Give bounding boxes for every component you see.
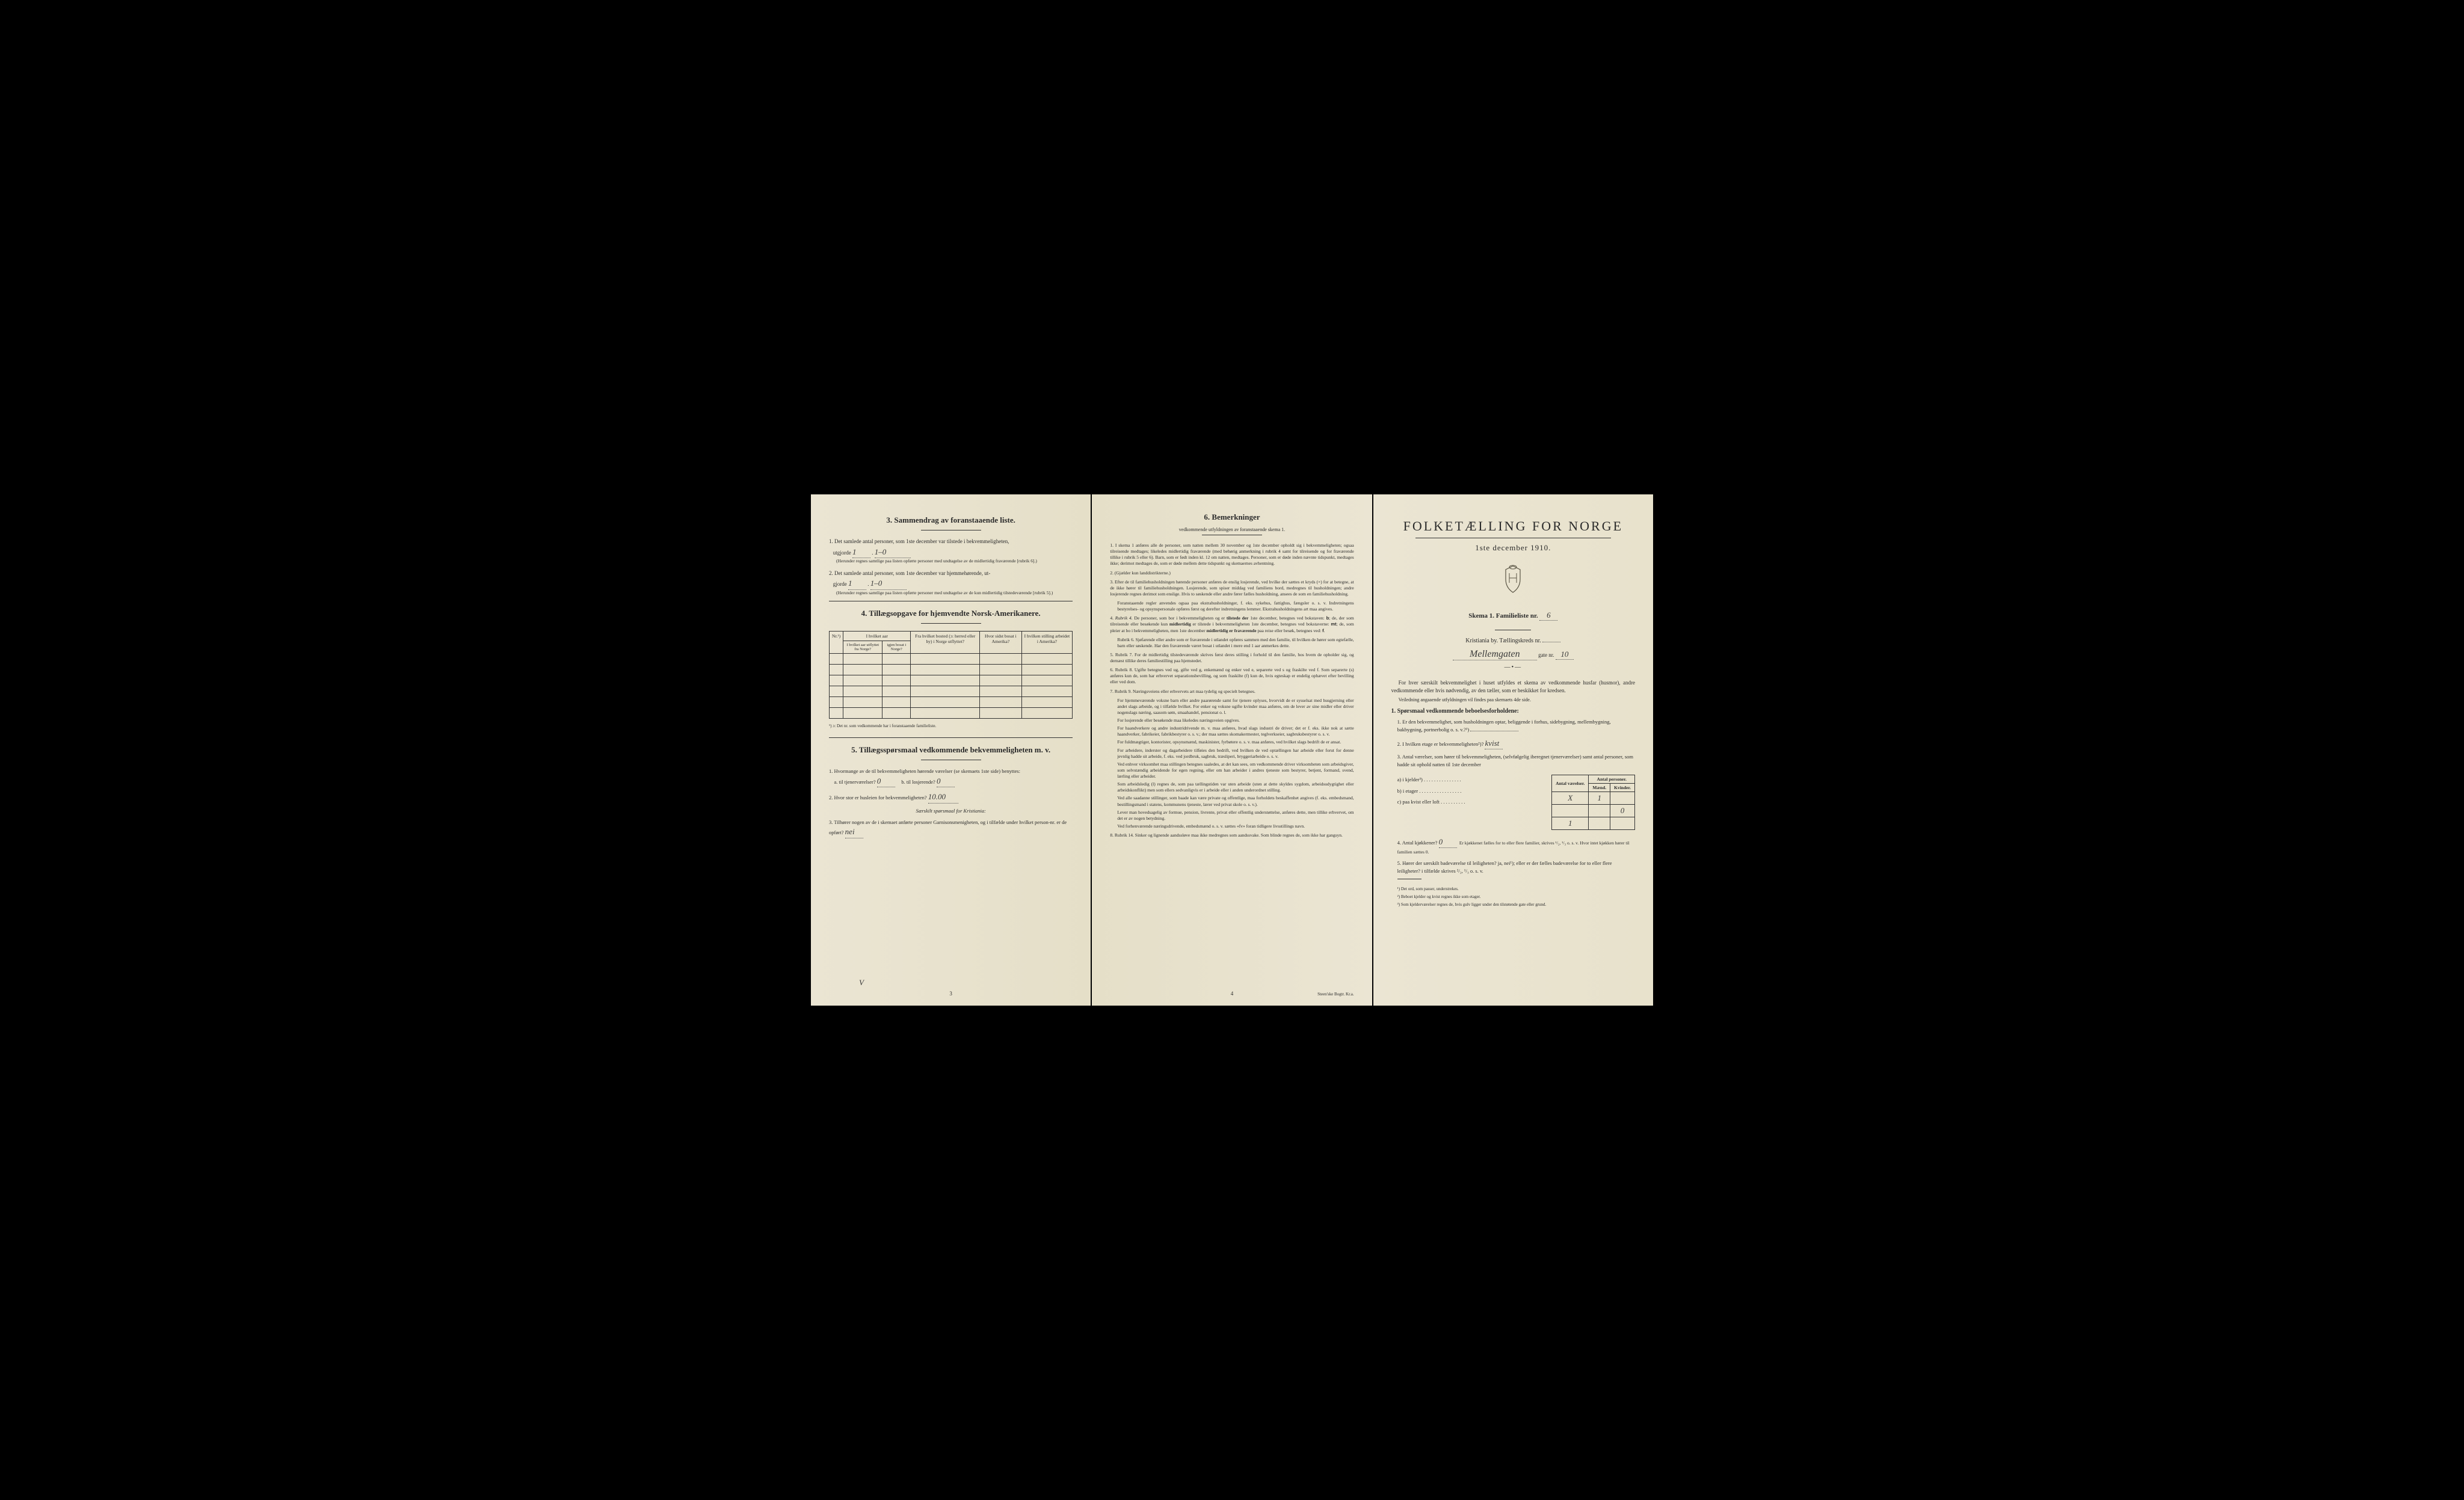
street-line: Mellemgaten gate nr. 10 [1391,649,1635,660]
questions-title: 1. Spørsmaal vedkommende beboelsesforhol… [1391,708,1635,715]
remark-7e: For arbeidere, inderster og dagarbeidere… [1117,748,1354,760]
remark-5: 5. Rubrik 7. For de midlertidig tilstede… [1110,652,1354,664]
ornament-icon: ―•― [1391,664,1635,671]
sec3-item1: 1. Det samlede antal personer, som 1ste … [829,538,1073,565]
remark-3-extra: Foranstaaende regler anvendes ogsaa paa … [1117,600,1354,612]
footnote-2: ²) Beboet kjelder og kvist regnes ikke s… [1397,894,1635,900]
remark-7c: For haandverkere og andre industridriven… [1117,725,1354,737]
sec4-footnote: ¹) ɔ: Det nr. som vedkommende har i fora… [829,724,1073,729]
panel-page-4: 6. Bemerkninger vedkommende utfyldningen… [1092,494,1372,1006]
remark-7f: Ved enhver virksomhet maa stillingen bet… [1117,761,1354,779]
footnote-3: ³) Som kjelderværelser regnes de, hvis g… [1397,902,1635,908]
page-number-4: 4 [1231,991,1234,997]
remark-4: 4. Rubrik 4. Rubrik 4. De personer, som … [1110,615,1354,633]
page-number-3: 3 [949,991,952,997]
section-3-title: 3. Sammendrag av foranstaaende liste. [829,515,1073,525]
section-6-title: 6. Bemerkninger [1110,512,1354,522]
q4: 4. Antal kjøkkener? 0 Er kjøkkenet fælle… [1397,836,1635,856]
section-6-subtitle: vedkommende utfyldningen av foranstaaend… [1110,527,1354,532]
panel-title-page: FOLKETÆLLING FOR NORGE 1ste december 191… [1373,494,1653,1006]
sec5-q1: 1. Hvormange av de til bekvemmeligheten … [829,767,1073,787]
remark-7h: Ved alle saadanne stillinger, som baade … [1117,795,1354,807]
intro-text: For hver særskilt bekvemmelighet i huset… [1391,679,1635,694]
remark-7a: For hjemmeværende voksne barn eller andr… [1117,698,1354,716]
document-title: FOLKETÆLLING FOR NORGE [1391,518,1635,534]
document-date: 1ste december 1910. [1391,543,1635,553]
remark-7i: Lever man hovedsagelig av formue, pensio… [1117,810,1354,822]
intro-note: Veiledning angaaende utfyldningen vil fi… [1399,696,1635,703]
printer-credit: Steen'ske Bogtr. Kr.a. [1317,992,1354,997]
sec5-q2: 2. Hvor stor er husleien for bekvemmelig… [829,791,1073,804]
remark-3: 3. Efter de til familiehusholdningen hør… [1110,579,1354,597]
checkmark: V [859,978,864,988]
remark-7j: Ved forhenværende næringsdrivende, embed… [1117,823,1354,829]
city-line: Kristiania by. Tællingskreds nr. [1391,638,1635,644]
q3b: b) i etager . . . . . . . . . . . . . . … [1397,787,1547,795]
remark-7: 7. Rubrik 9. Næringsveiens eller erhverv… [1110,689,1354,695]
remark-6: 6. Rubrik 8. Ugifte betegnes ved ug, gif… [1110,667,1354,685]
rooms-persons-table: Antal værelser. Antal personer. Mænd. Kv… [1551,775,1635,830]
footnote-1: ¹) Det ord, som passer, understrekes. [1397,887,1635,892]
panel-page-3: 3. Sammendrag av foranstaaende liste. 1.… [811,494,1091,1006]
section-4-title: 4. Tillægsopgave for hjemvendte Norsk-Am… [829,609,1073,618]
q3c: c) paa kvist eller loft . . . . . . . . … [1397,798,1547,806]
norwegian-americans-table: Nr.¹) I hvilket aar Fra hvilket bosted (… [829,631,1073,719]
remark-2: 2. (Gjælder kun landdistrikterne.) [1110,570,1354,576]
q3a: a) i kjelder³) . . . . . . . . . . . . .… [1397,776,1547,784]
remark-4-r6: Rubrik 6. Sjøfarende eller andre som er … [1117,637,1354,649]
skema-line: Skema 1. Familieliste nr. 6 [1391,610,1635,621]
remark-7b: For losjerende eller besøkende maa likel… [1117,718,1354,724]
sec5-q3: 3. Tilhører nogen av de i skemaet anført… [829,819,1073,838]
sec3-item2: 2. Det samlede antal personer, som 1ste … [829,570,1073,597]
census-document: 3. Sammendrag av foranstaaende liste. 1.… [811,494,1653,1006]
section-5-title: 5. Tillægsspørsmaal vedkommende bekvemme… [829,745,1073,755]
q5: 5. Hører der særskilt badeværelse til le… [1397,859,1635,875]
remark-7d: For fuldmægtiger, kontorister, opsynsmæn… [1117,739,1354,745]
coat-of-arms-icon [1391,565,1635,598]
remark-8: 8. Rubrik 14. Sinker og lignende aandssl… [1110,832,1354,838]
q1: 1. Er den bekvemmelighet, som husholdnin… [1397,718,1635,734]
q3: 3. Antal værelser, som hører til bekvemm… [1397,753,1635,769]
remark-1: 1. I skema 1 anføres alle de personer, s… [1110,543,1354,567]
remark-7g: Som arbeidsledig (l) regnes de, som paa … [1117,781,1354,793]
q2: 2. I hvilken etage er bekvemmeligheten²)… [1397,737,1635,750]
sec5-q3-intro: Særskilt spørsmaal for Kristiania: [829,807,1073,815]
